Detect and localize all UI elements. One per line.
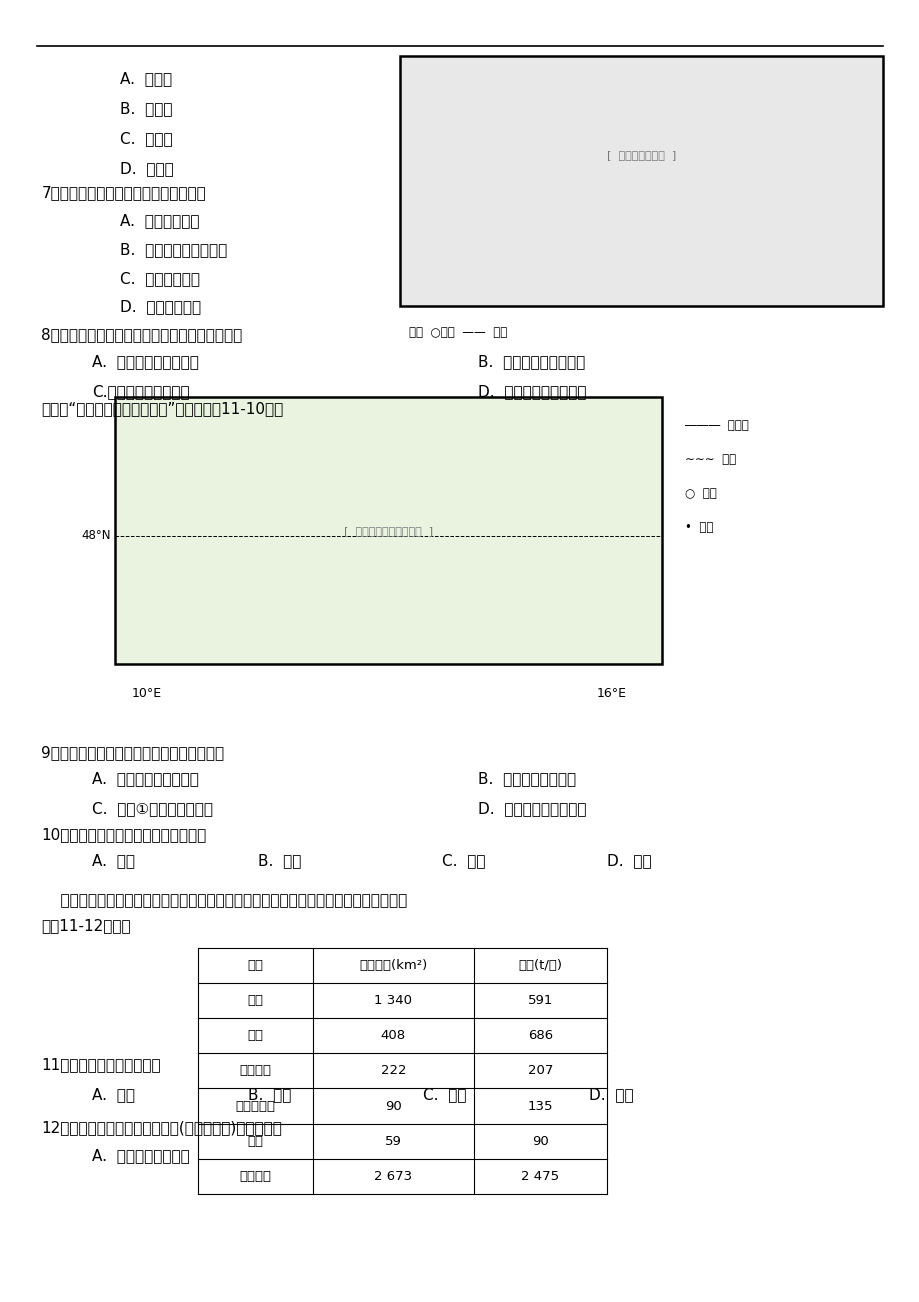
Text: 59: 59 xyxy=(384,1135,402,1147)
Text: C.  城市①的服务范围最大: C. 城市①的服务范围最大 xyxy=(92,801,213,816)
Text: A.  茶叶: A. 茶叶 xyxy=(92,1087,135,1103)
Text: 591: 591 xyxy=(528,995,552,1006)
Text: 国家: 国家 xyxy=(247,960,263,971)
Text: 斯里兰卡: 斯里兰卡 xyxy=(239,1065,271,1077)
Text: 11、该种农作物是（　　）: 11、该种农作物是（ ） xyxy=(41,1057,161,1073)
Text: 2 673: 2 673 xyxy=(374,1170,412,1182)
Text: 日本: 日本 xyxy=(247,1135,263,1147)
Text: 48°N: 48°N xyxy=(81,530,110,543)
Text: 印度尼西亚: 印度尼西亚 xyxy=(235,1100,275,1112)
Text: 印度: 印度 xyxy=(247,1030,263,1042)
Text: ∼∼∼  河流: ∼∼∼ 河流 xyxy=(685,453,736,466)
Text: 12、上题所选农作物的生活习性(或分布特征)是（　　）: 12、上题所选农作物的生活习性(或分布特征)是（ ） xyxy=(41,1120,282,1135)
Text: 回等11-12小题。: 回等11-12小题。 xyxy=(41,918,130,934)
Text: C.河道纵横，交通不便: C.河道纵横，交通不便 xyxy=(92,384,189,400)
Text: •  城市: • 城市 xyxy=(685,521,713,534)
Text: C.  丙河段: C. 丙河段 xyxy=(119,132,172,147)
Text: 9、关于该国城市的叙述，正确的是（　　）: 9、关于该国城市的叙述，正确的是（ ） xyxy=(41,745,224,760)
Text: B.  乙河段: B. 乙河段 xyxy=(119,102,172,117)
Text: 408: 408 xyxy=(380,1030,405,1042)
Text: B.  盆地: B. 盆地 xyxy=(257,853,301,868)
Text: 16°E: 16°E xyxy=(596,687,626,700)
Text: 下图是“奥地利城市分布示意图”。据此回等11-10是题: 下图是“奥地利城市分布示意图”。据此回等11-10是题 xyxy=(41,401,283,417)
Text: 90: 90 xyxy=(531,1135,549,1147)
Text: 8、波河下游平原人口稀疏的主要原因是（　　）: 8、波河下游平原人口稀疏的主要原因是（ ） xyxy=(41,327,243,342)
Text: [  波河流域地形图  ]: [ 波河流域地形图 ] xyxy=(607,150,675,160)
Text: 世界合计: 世界合计 xyxy=(239,1170,271,1182)
Text: D.  土壤贫瘀，农业落后: D. 土壤贫瘀，农业落后 xyxy=(478,384,586,400)
Text: 栽培面积(km²): 栽培面积(km²) xyxy=(358,960,427,971)
Text: ○  城市: ○ 城市 xyxy=(685,487,717,500)
Text: 7、波河干流地上河的形成时期是（　）: 7、波河干流地上河的形成时期是（ ） xyxy=(41,185,206,201)
Text: B.  以中、小城市为主: B. 以中、小城市为主 xyxy=(478,771,576,786)
Text: C.  山地: C. 山地 xyxy=(441,853,484,868)
Bar xyxy=(115,397,662,664)
Text: 1 340: 1 340 xyxy=(374,995,412,1006)
Text: 10°E: 10°E xyxy=(132,687,162,700)
Text: D.  工业文明时期: D. 工业文明时期 xyxy=(119,299,200,315)
Text: D.  丁河段: D. 丁河段 xyxy=(119,161,173,177)
Text: B.  采集、狩猎文明时期: B. 采集、狩猎文明时期 xyxy=(119,242,227,258)
Text: 2 475: 2 475 xyxy=(521,1170,559,1182)
Text: D.  平原: D. 平原 xyxy=(607,853,652,868)
Text: 读中国、印度、斯里兰卡、印度尼西亚、日本五国某种农作物的栽培面积和生产量表，: 读中国、印度、斯里兰卡、印度尼西亚、日本五国某种农作物的栽培面积和生产量表， xyxy=(41,893,407,909)
Text: D.  多数城市占地面积大: D. 多数城市占地面积大 xyxy=(478,801,586,816)
Text: 90: 90 xyxy=(384,1100,402,1112)
Text: 222: 222 xyxy=(380,1065,405,1077)
Text: 10、该国中部的地形最可能是（　　）: 10、该国中部的地形最可能是（ ） xyxy=(41,827,207,842)
Text: 中国: 中国 xyxy=(247,995,263,1006)
Text: B.  甘蔗: B. 甘蔗 xyxy=(248,1087,291,1103)
Text: A.  高原: A. 高原 xyxy=(92,853,135,868)
Text: A.  夏季高温，降水过多: A. 夏季高温，降水过多 xyxy=(92,354,199,370)
Text: C.  农业文明时期: C. 农业文明时期 xyxy=(119,271,199,286)
Text: A.  需水肖、热量很大: A. 需水肖、热量很大 xyxy=(92,1148,189,1164)
Text: A.  河流沿岐形成城市群: A. 河流沿岐形成城市群 xyxy=(92,771,199,786)
Text: D.  可可: D. 可可 xyxy=(588,1087,633,1103)
Bar xyxy=(400,56,882,306)
Text: ―――  国界线: ――― 国界线 xyxy=(685,419,748,432)
Text: 图例  ○城市  ——  河流: 图例 ○城市 —— 河流 xyxy=(409,326,507,339)
Text: A.  甲河段: A. 甲河段 xyxy=(119,72,172,87)
Text: [  奥地利城市分布示意图  ]: [ 奥地利城市分布示意图 ] xyxy=(344,526,433,535)
Text: 207: 207 xyxy=(528,1065,552,1077)
Text: C.  和啊: C. 和啊 xyxy=(423,1087,466,1103)
Text: B.  地势低平，沼泽广布: B. 地势低平，沼泽广布 xyxy=(478,354,585,370)
Text: A.  人类历史以前: A. 人类历史以前 xyxy=(119,214,199,229)
Text: 135: 135 xyxy=(528,1100,552,1112)
Text: 686: 686 xyxy=(528,1030,552,1042)
Text: 产量(t/年): 产量(t/年) xyxy=(518,960,562,971)
